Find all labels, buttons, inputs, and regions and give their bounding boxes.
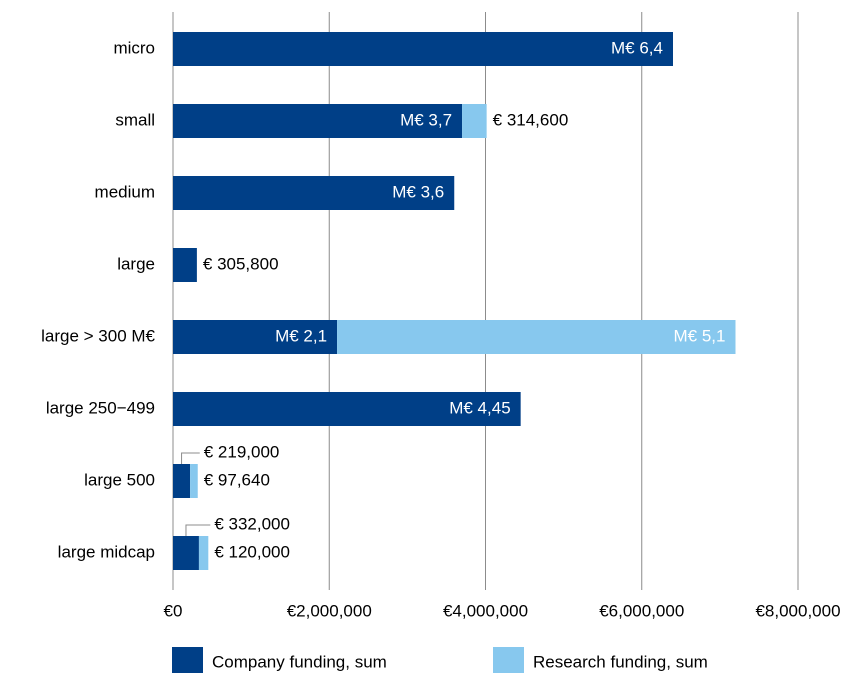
value-label: M€ 5,1 bbox=[674, 326, 726, 345]
leader-line bbox=[185, 524, 211, 536]
y-tick-label: large 250−499 bbox=[46, 398, 155, 417]
bar-segment bbox=[173, 104, 463, 138]
bar-segment bbox=[173, 392, 521, 426]
x-tick-label: €6,000,000 bbox=[599, 601, 684, 620]
value-label: € 314,600 bbox=[493, 110, 569, 129]
bar-segment bbox=[198, 536, 209, 570]
leader-line bbox=[181, 452, 200, 464]
value-label: M€ 6,4 bbox=[611, 38, 663, 57]
y-tick-label: micro bbox=[113, 38, 155, 57]
value-label: € 120,000 bbox=[214, 542, 290, 561]
bar-segment bbox=[173, 32, 673, 66]
value-label: € 97,640 bbox=[204, 470, 270, 489]
value-label: € 332,000 bbox=[214, 514, 290, 533]
value-label: M€ 4,45 bbox=[449, 398, 510, 417]
x-tick-label: €8,000,000 bbox=[755, 601, 840, 620]
value-label: € 219,000 bbox=[204, 442, 280, 461]
bar-segment bbox=[462, 104, 487, 138]
value-label: M€ 3,7 bbox=[400, 110, 452, 129]
x-tick-label: €0 bbox=[164, 601, 183, 620]
x-tick-label: €2,000,000 bbox=[287, 601, 372, 620]
legend-swatch bbox=[493, 647, 524, 678]
value-label: M€ 3,6 bbox=[392, 182, 444, 201]
y-tick-label: medium bbox=[95, 182, 155, 201]
legend-label: Company funding, sum bbox=[212, 652, 387, 671]
bar-segment bbox=[173, 248, 197, 282]
value-label: € 305,800 bbox=[203, 254, 279, 273]
x-tick-label: €4,000,000 bbox=[443, 601, 528, 620]
bar-segment bbox=[173, 176, 455, 210]
bar-segment bbox=[190, 464, 198, 498]
bar-segment bbox=[173, 536, 199, 570]
value-label: M€ 2,1 bbox=[275, 326, 327, 345]
y-tick-label: large > 300 M€ bbox=[41, 326, 155, 345]
bar-segment bbox=[173, 464, 191, 498]
y-tick-label: large bbox=[117, 254, 155, 273]
bar-segment bbox=[173, 320, 338, 354]
bar-segment bbox=[337, 320, 736, 354]
y-tick-label: small bbox=[115, 110, 155, 129]
y-tick-label: large midcap bbox=[58, 542, 155, 561]
legend-label: Research funding, sum bbox=[533, 652, 708, 671]
y-tick-label: large 500 bbox=[84, 470, 155, 489]
legend-swatch bbox=[172, 647, 203, 678]
